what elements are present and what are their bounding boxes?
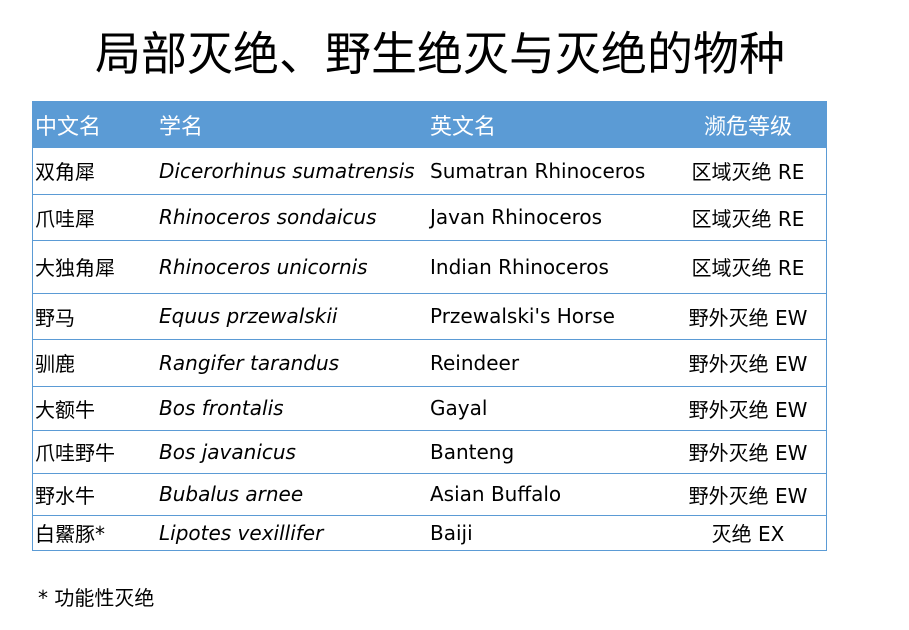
header-scientific-name: 学名	[159, 101, 430, 148]
table-row: 白鱀豚* Lipotes vexillifer Baiji 灭绝 EX	[32, 515, 827, 551]
cell-chinese-name: 驯鹿	[32, 339, 159, 387]
cell-scientific-name: Bos javanicus	[159, 430, 430, 474]
cell-english-name: Reindeer	[430, 339, 670, 387]
cell-status: 野外灭绝 EW	[670, 473, 827, 516]
cell-status: 野外灭绝 EW	[670, 339, 827, 387]
cell-chinese-name: 爪哇野牛	[32, 430, 159, 474]
cell-scientific-name: Bubalus arnee	[159, 473, 430, 516]
table-row: 驯鹿 Rangifer tarandus Reindeer 野外灭绝 EW	[32, 339, 827, 387]
header-english-name: 英文名	[430, 101, 670, 148]
table-header-row: 中文名 学名 英文名 濒危等级	[32, 101, 827, 148]
cell-chinese-name: 双角犀	[32, 148, 159, 195]
cell-status: 区域灭绝 RE	[670, 148, 827, 195]
cell-english-name: Indian Rhinoceros	[430, 240, 670, 294]
cell-status: 野外灭绝 EW	[670, 386, 827, 431]
cell-status: 野外灭绝 EW	[670, 293, 827, 340]
cell-english-name: Sumatran Rhinoceros	[430, 148, 670, 195]
cell-scientific-name: Dicerorhinus sumatrensis	[159, 148, 430, 195]
page-title: 局部灭绝、野生绝灭与灭绝的物种	[95, 27, 785, 81]
cell-chinese-name: 大额牛	[32, 386, 159, 431]
cell-chinese-name: 爪哇犀	[32, 194, 159, 241]
cell-status: 区域灭绝 RE	[670, 194, 827, 241]
cell-scientific-name: Lipotes vexillifer	[159, 515, 430, 551]
table-row: 野马 Equus przewalskii Przewalski's Horse 野外灭…	[32, 293, 827, 340]
table-row: 大额牛 Bos frontalis Gayal 野外灭绝 EW	[32, 386, 827, 431]
cell-english-name: Banteng	[430, 430, 670, 474]
cell-scientific-name: Rhinoceros sondaicus	[159, 194, 430, 241]
footnote: * 功能性灭绝	[38, 586, 155, 610]
cell-english-name: Przewalski's Horse	[430, 293, 670, 340]
cell-english-name: Baiji	[430, 515, 670, 551]
cell-scientific-name: Equus przewalskii	[159, 293, 430, 340]
table-row: 大独角犀 Rhinoceros unicornis Indian Rhinocero…	[32, 240, 827, 294]
header-status: 濒危等级	[670, 101, 827, 148]
table-row: 爪哇犀 Rhinoceros sondaicus Javan Rhinoceros 区…	[32, 194, 827, 241]
table-row: 双角犀 Dicerorhinus sumatrensis Sumatran Rhin…	[32, 148, 827, 195]
cell-english-name: Gayal	[430, 386, 670, 431]
species-table: 中文名 学名 英文名 濒危等级 双角犀 Dicerorhinus sumatren…	[32, 101, 827, 551]
cell-english-name: Javan Rhinoceros	[430, 194, 670, 241]
cell-chinese-name: 野马	[32, 293, 159, 340]
cell-status: 野外灭绝 EW	[670, 430, 827, 474]
cell-scientific-name: Rhinoceros unicornis	[159, 240, 430, 294]
cell-scientific-name: Rangifer tarandus	[159, 339, 430, 387]
cell-english-name: Asian Buffalo	[430, 473, 670, 516]
table-row: 野水牛 Bubalus arnee Asian Buffalo 野外灭绝 EW	[32, 473, 827, 516]
table-row: 爪哇野牛 Bos javanicus Banteng 野外灭绝 EW	[32, 430, 827, 474]
cell-status: 区域灭绝 RE	[670, 240, 827, 294]
cell-chinese-name: 大独角犀	[32, 240, 159, 294]
cell-chinese-name: 野水牛	[32, 473, 159, 516]
cell-scientific-name: Bos frontalis	[159, 386, 430, 431]
cell-status: 灭绝 EX	[670, 515, 827, 551]
header-chinese-name: 中文名	[32, 101, 159, 148]
cell-chinese-name: 白鱀豚*	[32, 515, 159, 551]
